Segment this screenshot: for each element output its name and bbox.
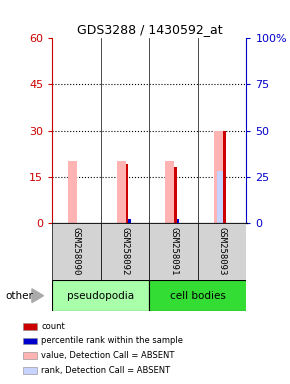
Text: percentile rank within the sample: percentile rank within the sample (41, 336, 183, 346)
Text: rank, Detection Call = ABSENT: rank, Detection Call = ABSENT (41, 366, 170, 375)
Bar (52, 280, 149, 311)
Bar (23, 352, 37, 359)
Polygon shape (32, 289, 44, 303)
Text: count: count (41, 322, 65, 331)
Text: GSM258093: GSM258093 (218, 227, 227, 276)
Text: GSM258091: GSM258091 (169, 227, 178, 276)
Bar (223, 131, 226, 223)
Bar (101, 223, 149, 280)
Bar (165, 161, 174, 223)
Text: other: other (6, 291, 34, 301)
Bar (126, 164, 128, 223)
Bar (149, 280, 246, 311)
Bar (68, 161, 77, 223)
Bar (214, 131, 223, 223)
Bar (177, 219, 180, 223)
Bar (174, 167, 177, 223)
Text: GSM258092: GSM258092 (121, 227, 130, 276)
Title: GDS3288 / 1430592_at: GDS3288 / 1430592_at (77, 23, 222, 36)
Bar (117, 161, 126, 223)
Text: GSM258090: GSM258090 (72, 227, 81, 276)
Bar (52, 223, 101, 280)
Bar (23, 323, 37, 330)
Bar (23, 367, 37, 374)
Bar (149, 223, 198, 280)
Text: value, Detection Call = ABSENT: value, Detection Call = ABSENT (41, 351, 175, 360)
Text: pseudopodia: pseudopodia (67, 291, 134, 301)
Bar (217, 171, 226, 223)
Bar (128, 219, 131, 223)
Text: cell bodies: cell bodies (170, 291, 226, 301)
Bar (198, 223, 246, 280)
Bar (23, 338, 37, 344)
